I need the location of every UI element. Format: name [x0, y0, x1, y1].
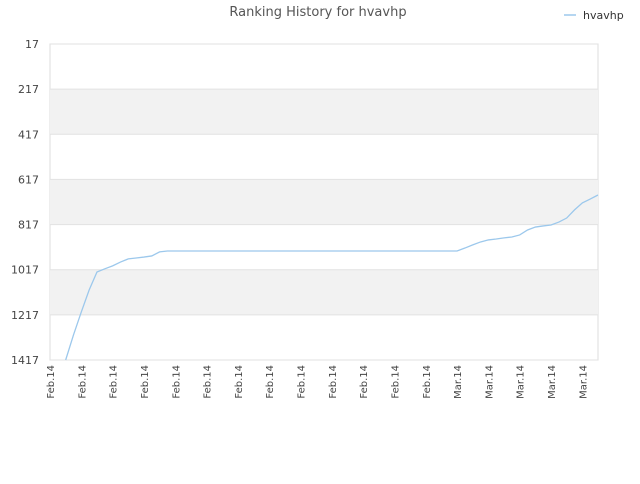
grid-band: [50, 269, 598, 315]
x-tick-label: Feb.14: [390, 365, 401, 399]
x-tick-label: Mar.14: [453, 365, 464, 399]
y-tick-label: 1217: [11, 309, 39, 322]
chart-title: Ranking History for hvavhp: [229, 5, 406, 20]
x-tick-label: Mar.14: [578, 365, 589, 399]
x-tick-label: Feb.14: [422, 365, 433, 399]
y-tick-label: 1017: [11, 264, 39, 277]
data-line: [65, 194, 599, 361]
grid-band: [50, 89, 598, 135]
y-tick-label: 217: [18, 83, 39, 96]
x-tick-label: Mar.14: [484, 365, 495, 399]
x-tick-label: Feb.14: [109, 365, 120, 399]
y-tick-label: 17: [25, 38, 39, 51]
grid-band: [50, 179, 598, 225]
x-tick-label: Feb.14: [77, 365, 88, 399]
legend-label: hvavhp: [583, 9, 624, 22]
y-tick-label: 417: [18, 128, 39, 141]
x-tick-label: Feb.14: [359, 365, 370, 399]
x-tick-label: Feb.14: [297, 365, 308, 399]
x-tick-label: Feb.14: [328, 365, 339, 399]
x-tick-label: Feb.14: [234, 365, 245, 399]
x-tick-label: Feb.14: [203, 365, 214, 399]
x-tick-label: Mar.14: [516, 365, 527, 399]
x-tick-label: Feb.14: [265, 365, 276, 399]
y-tick-label: 1417: [11, 354, 39, 367]
x-tick-label: Feb.14: [171, 365, 182, 399]
x-tick-label: Mar.14: [547, 365, 558, 399]
y-tick-label: 817: [18, 219, 39, 232]
x-tick-label: Feb.14: [140, 365, 151, 399]
x-tick-label: Feb.14: [46, 365, 57, 399]
y-tick-label: 617: [18, 173, 39, 186]
